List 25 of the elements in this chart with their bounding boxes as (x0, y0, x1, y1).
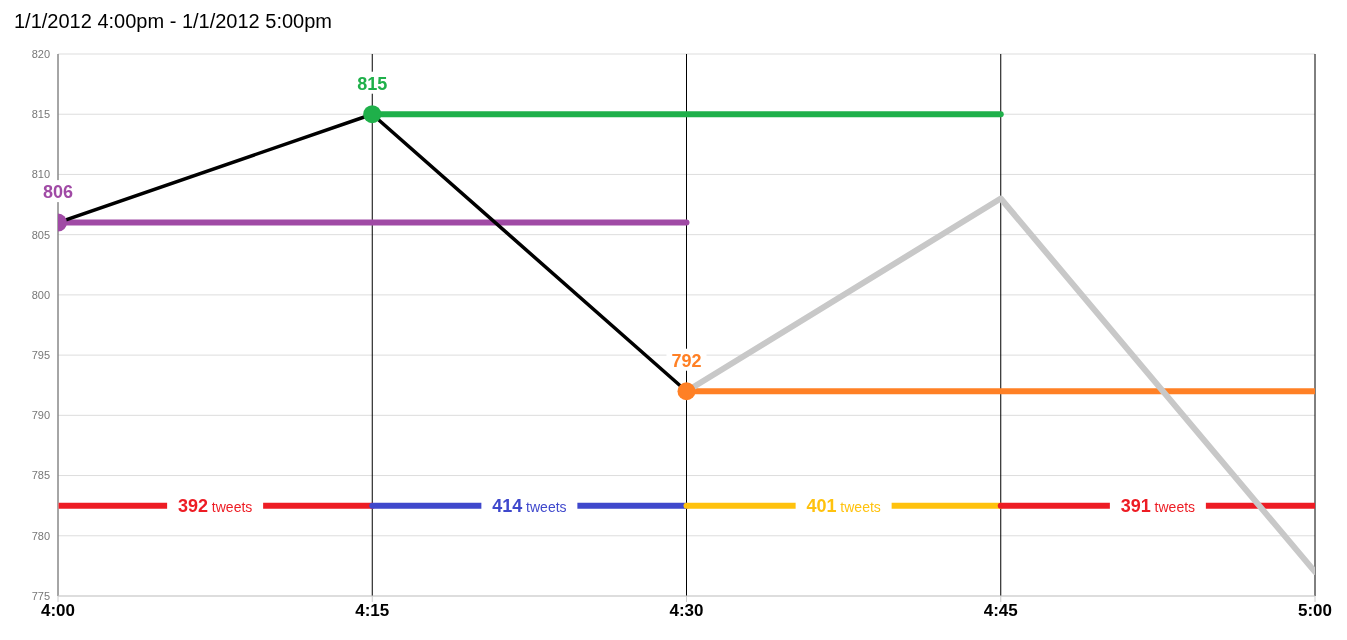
y-tick-label: 775 (31, 589, 50, 602)
data-label: 806 (42, 182, 74, 203)
data-label: 815 (357, 73, 388, 94)
point (363, 105, 382, 124)
y-tick-label: 785 (31, 469, 50, 482)
series-label: 392 tweets (177, 495, 253, 516)
y-tick-label: 790 (31, 409, 50, 422)
y-tick-label: 780 (31, 529, 50, 542)
y-tick-label: 810 (31, 168, 50, 181)
y-tick-label: 820 (31, 47, 50, 60)
y-tick-label: 815 (31, 108, 50, 121)
x-tick-label: 4:00 (40, 601, 76, 621)
x-tick-label: 4:15 (355, 601, 390, 621)
x-tick-label: 4:45 (983, 601, 1018, 621)
series-label: 414 tweets (492, 495, 567, 516)
data-label: 792 (671, 350, 702, 371)
y-tick-label: 795 (31, 349, 50, 362)
series-label: 401 tweets (806, 495, 881, 516)
chart-title: 1/1/2012 4:00pm - 1/1/2012 5:00pm (13, 9, 333, 34)
x-tick-label: 5:00 (1297, 601, 1333, 621)
y-tick-label: 805 (31, 228, 50, 241)
x-tick-label: 4:30 (669, 601, 704, 621)
series-label: 391 tweets (1120, 495, 1196, 516)
point (677, 382, 696, 401)
y-tick-label: 800 (31, 288, 50, 301)
